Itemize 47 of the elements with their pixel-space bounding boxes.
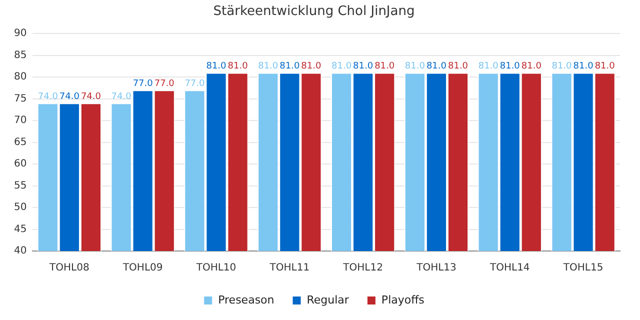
data-label: 81.0 xyxy=(594,62,616,72)
data-label: 74.0 xyxy=(38,92,58,102)
y-tick-label: 45 xyxy=(14,224,27,235)
data-label: 81.0 xyxy=(301,62,322,72)
y-tick-label: 80 xyxy=(14,72,27,83)
x-tick-label: TOHL11 xyxy=(268,262,310,274)
data-label: 74.0 xyxy=(80,92,102,102)
y-tick-label: 65 xyxy=(14,136,27,148)
data-label: 81.0 xyxy=(374,62,395,72)
data-label: 81.0 xyxy=(500,62,520,72)
data-label: 77.0 xyxy=(132,78,154,89)
data-label: 77.0 xyxy=(154,78,175,89)
data-label: 81.0 xyxy=(552,62,572,72)
x-tick-label: TOHL13 xyxy=(416,262,456,274)
data-label: 77.0 xyxy=(184,78,206,89)
y-tick-label: 85 xyxy=(14,50,27,61)
data-label: 81.0 xyxy=(280,62,300,72)
data-label: 81.0 xyxy=(448,62,468,72)
x-tick-label: TOHL09 xyxy=(122,262,163,274)
y-tick-label: 60 xyxy=(14,158,27,170)
data-label: 74.0 xyxy=(111,92,132,102)
legend-label: Regular xyxy=(306,293,350,306)
data-label: 81.0 xyxy=(404,62,426,72)
y-tick-label: 70 xyxy=(14,115,27,126)
data-label: 81.0 xyxy=(206,62,227,72)
chart-title: Stärkeentwicklung Chol JinJang xyxy=(213,4,415,20)
data-label: 81.0 xyxy=(353,62,374,72)
y-tick-label: 75 xyxy=(14,93,27,104)
data-label: 81.0 xyxy=(521,62,542,72)
x-tick-label: TOHL10 xyxy=(195,262,236,274)
x-tick-label: TOHL12 xyxy=(342,262,383,274)
y-tick-label: 50 xyxy=(14,202,27,214)
data-label: 81.0 xyxy=(478,62,499,72)
legend-label: Preseason xyxy=(218,293,274,306)
data-label: 81.0 xyxy=(258,62,278,72)
y-tick-label: 90 xyxy=(14,28,27,40)
legend-label: Playoffs xyxy=(381,293,425,306)
x-tick-label: TOHL08 xyxy=(48,262,90,274)
y-tick-label: 55 xyxy=(14,180,27,192)
data-label: 81.0 xyxy=(573,62,594,72)
data-label: 81.0 xyxy=(426,62,447,72)
data-label: 81.0 xyxy=(228,62,248,72)
y-tick-label: 40 xyxy=(14,246,27,257)
data-label: 74.0 xyxy=(59,92,80,102)
x-tick-label: TOHL15 xyxy=(562,262,604,274)
x-tick-label: TOHL14 xyxy=(488,262,530,274)
data-label: 81.0 xyxy=(332,62,352,72)
